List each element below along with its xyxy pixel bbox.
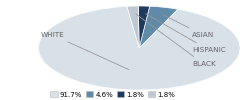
Legend: 91.7%, 4.6%, 1.8%, 1.8%: 91.7%, 4.6%, 1.8%, 1.8%	[48, 89, 178, 100]
Wedge shape	[38, 6, 240, 90]
Text: ASIAN: ASIAN	[163, 15, 214, 38]
Text: HISPANIC: HISPANIC	[146, 14, 226, 53]
Wedge shape	[138, 6, 150, 48]
Text: BLACK: BLACK	[136, 14, 216, 67]
Wedge shape	[139, 6, 178, 48]
Text: WHITE: WHITE	[41, 32, 129, 70]
Wedge shape	[127, 6, 139, 48]
